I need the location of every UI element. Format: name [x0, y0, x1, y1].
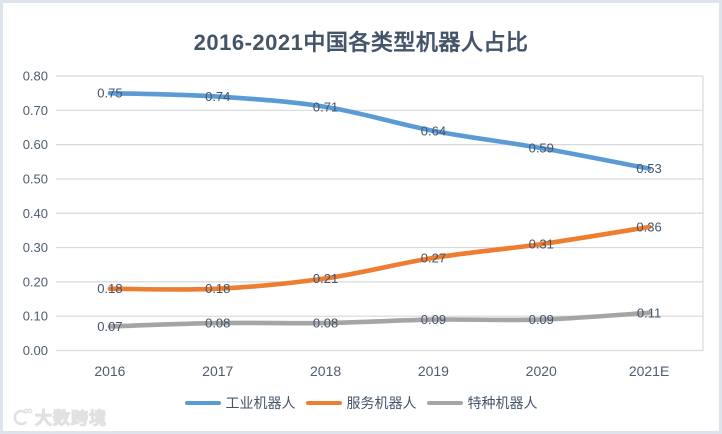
legend-item-service-robots: 服务机器人	[305, 393, 417, 413]
y-tick-label: 0.40	[23, 206, 48, 221]
data-label-series-2: 0.09	[421, 312, 446, 327]
x-axis-label: 2019	[418, 363, 449, 379]
chart-title: 2016-2021中国各类型机器人占比	[193, 30, 529, 55]
data-label-series-0: 0.74	[205, 89, 230, 104]
x-axis-label: 2016	[94, 363, 125, 379]
y-tick-label: 0.50	[23, 171, 48, 186]
series-line-0	[107, 90, 652, 171]
data-label-series-1: 0.18	[97, 281, 122, 296]
data-label-series-0: 0.59	[529, 141, 554, 156]
legend-label-service-robots: 服务机器人	[346, 395, 417, 411]
data-label-series-1: 0.18	[205, 281, 230, 296]
data-label-series-2: 0.11	[637, 305, 661, 320]
y-tick-label: 0.80	[23, 69, 48, 84]
legend-item-industrial-robots: 工业机器人	[184, 393, 296, 413]
data-label-series-2: 0.08	[313, 316, 338, 331]
x-axis-label: 2021E	[629, 363, 669, 379]
data-label-series-1: 0.36	[636, 219, 661, 234]
legend-swatch-industrial-robots	[184, 400, 221, 406]
y-tick-label: 0.20	[23, 274, 48, 289]
x-axis-label: 2017	[202, 363, 233, 379]
y-tick-label: 0.60	[23, 137, 48, 152]
x-axis-label: 2018	[310, 363, 341, 379]
chart-canvas: 0.00 0.10 0.20 0.30 0.40 0.50 0.60 0.70 0.80 2016…	[23, 69, 704, 379]
data-label-series-1: 0.21	[313, 271, 338, 286]
series-line-2	[107, 310, 652, 329]
y-tick-label: 0.70	[23, 103, 48, 118]
data-label-series-1: 0.27	[421, 250, 446, 265]
legend-swatch-special-robots	[426, 400, 463, 406]
legend-label-special-robots: 特种机器人	[467, 395, 538, 411]
data-label-series-0: 0.64	[421, 123, 446, 138]
legend-label-industrial-robots: 工业机器人	[225, 395, 296, 411]
series-line-1	[107, 224, 652, 292]
legend-item-special-robots: 特种机器人	[426, 393, 538, 413]
data-label-series-0: 0.71	[313, 99, 338, 114]
legend-swatch-service-robots	[305, 400, 342, 406]
x-axis-label: 2020	[526, 363, 557, 379]
data-label-series-0: 0.75	[97, 86, 122, 101]
y-tick-label: 0.30	[23, 240, 48, 255]
data-label-series-2: 0.09	[529, 312, 554, 327]
data-label-series-2: 0.08	[205, 316, 230, 331]
chart-legend: 工业机器人 服务机器人 特种机器人	[3, 393, 719, 413]
data-label-series-0: 0.53	[636, 161, 661, 176]
data-label-series-1: 0.31	[529, 237, 554, 252]
data-label-series-2: 0.07	[97, 319, 122, 334]
y-tick-label: 0.10	[23, 309, 48, 324]
y-tick-label: 0.00	[23, 343, 48, 358]
